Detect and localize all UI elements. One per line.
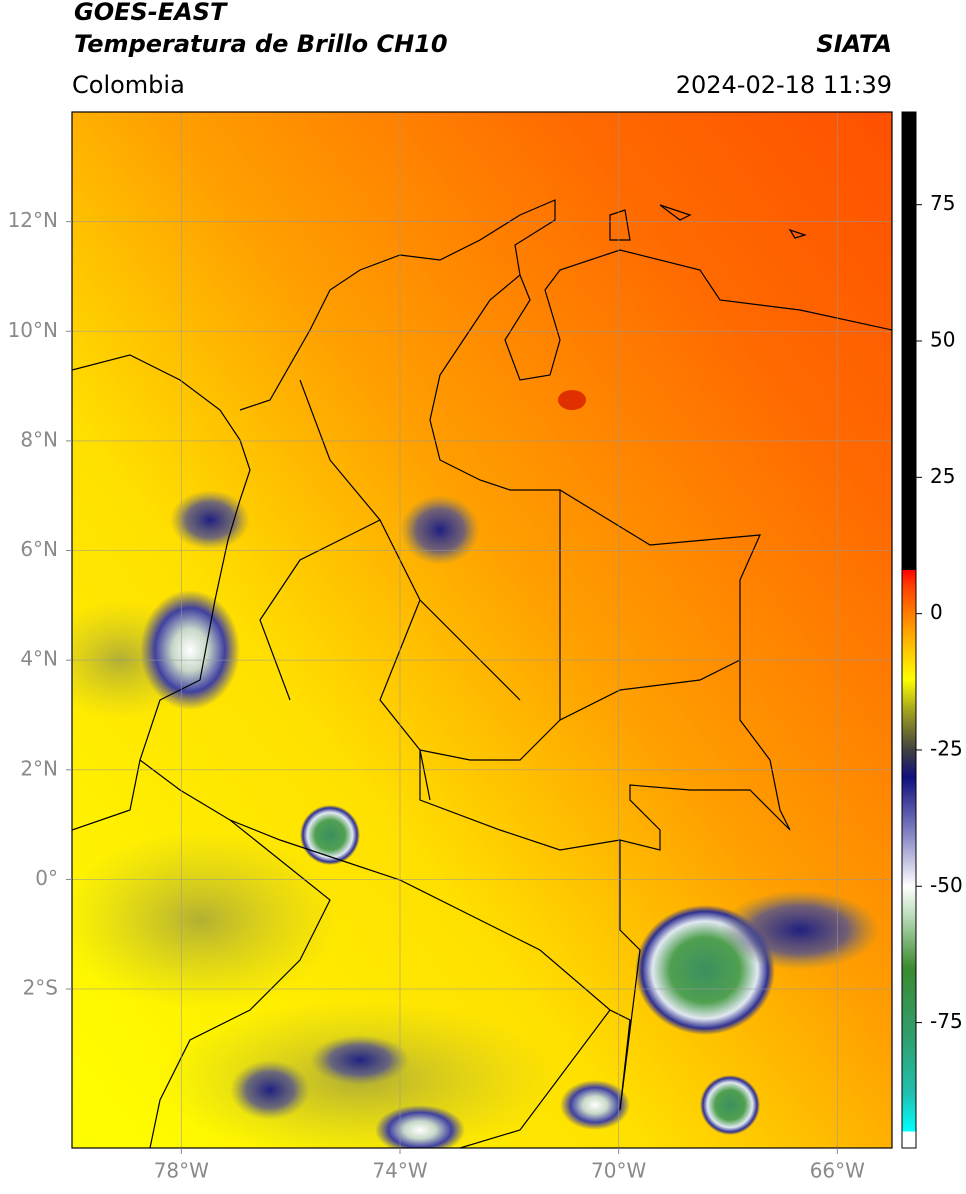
map-image: [72, 112, 892, 1148]
y-tick-label: 0°: [35, 866, 58, 890]
colorbar: [901, 111, 917, 1149]
colorbar-tick-label: -50: [930, 873, 963, 897]
colorbar-tick-label: -25: [930, 736, 963, 760]
source: SIATA: [816, 30, 892, 58]
y-tick-label: 4°N: [20, 647, 58, 671]
y-tick-label: 12°N: [8, 208, 58, 232]
x-tick-label: 70°W: [591, 1159, 646, 1183]
y-tick-label: 10°N: [8, 318, 58, 342]
datetime: 2024-02-18 11:39: [676, 71, 892, 99]
colorbar-tick-label: -75: [930, 1009, 963, 1033]
satellite: GOES-EAST: [74, 0, 228, 26]
grid: [72, 112, 892, 1148]
map-frame: [71, 111, 893, 1149]
x-tick-label: 78°W: [154, 1159, 209, 1183]
y-tick-label: 8°N: [20, 427, 58, 451]
y-tick-label: 2°N: [20, 756, 58, 780]
colorbar-tick-label: 0: [930, 600, 943, 624]
region: Colombia: [72, 71, 185, 99]
x-tick-label: 66°W: [810, 1159, 865, 1183]
colorbar-tick-label: 50: [930, 328, 955, 352]
colorbar-tick-label: 75: [930, 191, 955, 215]
x-tick-label: 74°W: [372, 1159, 427, 1183]
colorbar-tick-label: 25: [930, 464, 955, 488]
product: Temperatura de Brillo CH10: [74, 30, 448, 58]
y-tick-label: 6°N: [20, 537, 58, 561]
y-tick-label: 2°S: [23, 976, 58, 1000]
